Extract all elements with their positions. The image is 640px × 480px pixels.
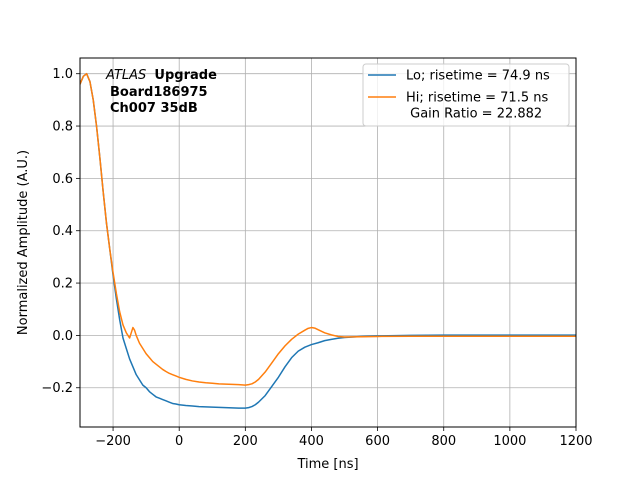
x-tick-label: 800 bbox=[431, 434, 456, 449]
x-tick-label: 1200 bbox=[559, 434, 592, 449]
legend-label-1: Hi; risetime = 71.5 ns Gain Ratio = 22.8… bbox=[406, 91, 548, 122]
y-axis-label: Normalized Amplitude (A.U.) bbox=[16, 150, 31, 335]
x-tick-label: 200 bbox=[233, 434, 258, 449]
x-tick-label: 400 bbox=[299, 434, 324, 449]
legend-label-0: Lo; risetime = 74.9 ns bbox=[406, 69, 550, 84]
x-axis-ticks: −200 0 200 400 600 800 1000 1200 bbox=[95, 427, 593, 449]
y-tick-label: 1.0 bbox=[52, 67, 73, 82]
annotation-line-3: Ch007 35dB bbox=[110, 101, 198, 116]
x-tick-label: 0 bbox=[175, 434, 183, 449]
y-tick-label: −0.2 bbox=[41, 381, 73, 396]
y-tick-label: 0.4 bbox=[52, 224, 73, 239]
y-axis-ticks: −0.2 0.0 0.2 0.4 0.6 0.8 1.0 bbox=[41, 67, 80, 396]
legend: Lo; risetime = 74.9 ns Hi; risetime = 71.… bbox=[362, 63, 570, 127]
series-layer bbox=[80, 72, 576, 409]
plot-frame bbox=[79, 57, 577, 428]
annotation-line-1: ATLAS Upgrade bbox=[105, 68, 217, 83]
annotation-line-2: Board186975 bbox=[110, 85, 208, 100]
x-tick-label: −200 bbox=[95, 434, 131, 449]
x-axis-label: Time [ns] bbox=[296, 457, 358, 472]
atlas-annotation: ATLAS Upgrade Board186975 Ch007 35dB bbox=[105, 68, 217, 116]
annotation-upgrade: Upgrade bbox=[154, 68, 217, 83]
y-tick-label: 0.6 bbox=[52, 172, 73, 187]
legend-label-line: Hi; risetime = 71.5 ns bbox=[406, 91, 548, 106]
y-tick-label: 0.8 bbox=[52, 120, 73, 135]
legend-label-line: Gain Ratio = 22.882 bbox=[406, 107, 542, 122]
x-tick-label: 1000 bbox=[493, 434, 526, 449]
legend-label-line: Lo; risetime = 74.9 ns bbox=[406, 69, 550, 84]
legend-box bbox=[362, 63, 570, 127]
series-line-1 bbox=[80, 72, 576, 386]
y-tick-label: 0.2 bbox=[52, 277, 73, 292]
y-tick-label: 0.0 bbox=[52, 329, 73, 344]
annotation-atlas: ATLAS bbox=[105, 68, 146, 83]
x-tick-label: 600 bbox=[365, 434, 390, 449]
series-line-0 bbox=[80, 72, 576, 409]
